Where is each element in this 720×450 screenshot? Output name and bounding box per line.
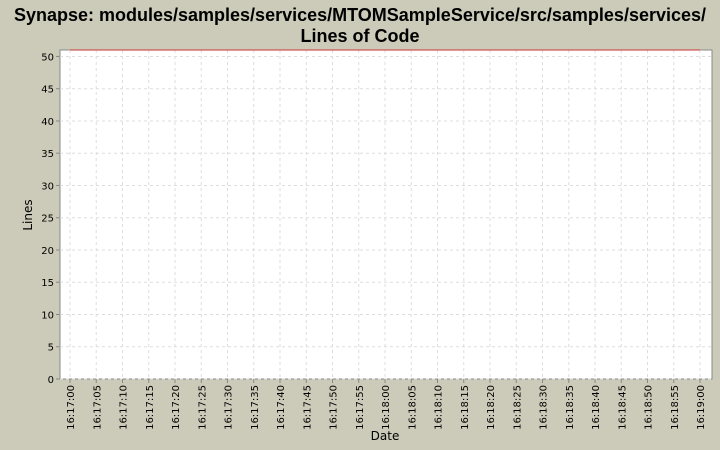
x-tick-label: 16:18:50 (644, 385, 655, 430)
y-tick-label: 25 (41, 214, 54, 225)
x-tick-label: 16:17:10 (119, 385, 130, 430)
x-tick-label: 16:18:10 (434, 385, 445, 430)
y-tick-label: 15 (41, 278, 54, 289)
x-tick-label: 16:18:55 (670, 385, 681, 430)
x-tick-label: 16:18:20 (486, 385, 497, 430)
grid (60, 50, 712, 380)
y-tick-label: 5 (48, 343, 54, 354)
y-tick-label: 40 (41, 117, 54, 128)
x-tick-label: 16:18:45 (617, 385, 628, 430)
chart-title: Synapse: modules/samples/services/MTOMSa… (14, 5, 706, 25)
x-tick-label: 16:18:40 (591, 385, 602, 430)
y-tick-label: 50 (41, 52, 54, 63)
x-tick-label: 16:17:30 (224, 385, 235, 430)
x-tick-label: 16:17:25 (197, 385, 208, 430)
x-tick-label: 16:18:30 (539, 385, 550, 430)
y-tick-label: 20 (41, 246, 54, 257)
x-tick-label: 16:17:00 (66, 385, 77, 430)
y-axis-ticks: 0 5 10 15 20 25 30 35 40 45 50 (41, 52, 60, 386)
x-tick-label: 16:17:40 (276, 385, 287, 430)
x-tick-label: 16:17:20 (171, 385, 182, 430)
x-tick-label: 16:18:15 (460, 385, 471, 430)
y-tick-label: 45 (41, 85, 54, 96)
plot-area (59, 49, 713, 380)
x-tick-label: 16:17:05 (92, 385, 103, 430)
chart-subtitle: Lines of Code (300, 26, 419, 46)
x-tick-label: 16:17:35 (250, 385, 261, 430)
x-axis-label: Date (371, 429, 400, 443)
x-tick-label: 16:17:50 (329, 385, 340, 430)
x-tick-label: 16:17:15 (145, 385, 156, 430)
x-tick-label: 16:18:00 (381, 385, 392, 430)
y-axis-label: Lines (21, 199, 35, 230)
x-tick-label: 16:18:25 (512, 385, 523, 430)
x-tick-label: 16:17:55 (355, 385, 366, 430)
x-tick-label: 16:19:00 (696, 385, 707, 430)
y-tick-label: 0 (48, 375, 54, 386)
y-tick-label: 10 (41, 310, 54, 321)
y-tick-label: 35 (41, 149, 54, 160)
y-tick-label: 30 (41, 181, 54, 192)
x-tick-label: 16:17:45 (302, 385, 313, 430)
x-tick-label: 16:18:05 (407, 385, 418, 430)
x-tick-label: 16:18:35 (565, 385, 576, 430)
x-axis-ticks: 16:17:00 16:17:05 16:17:10 16:17:15 16:17:20… (66, 379, 707, 430)
